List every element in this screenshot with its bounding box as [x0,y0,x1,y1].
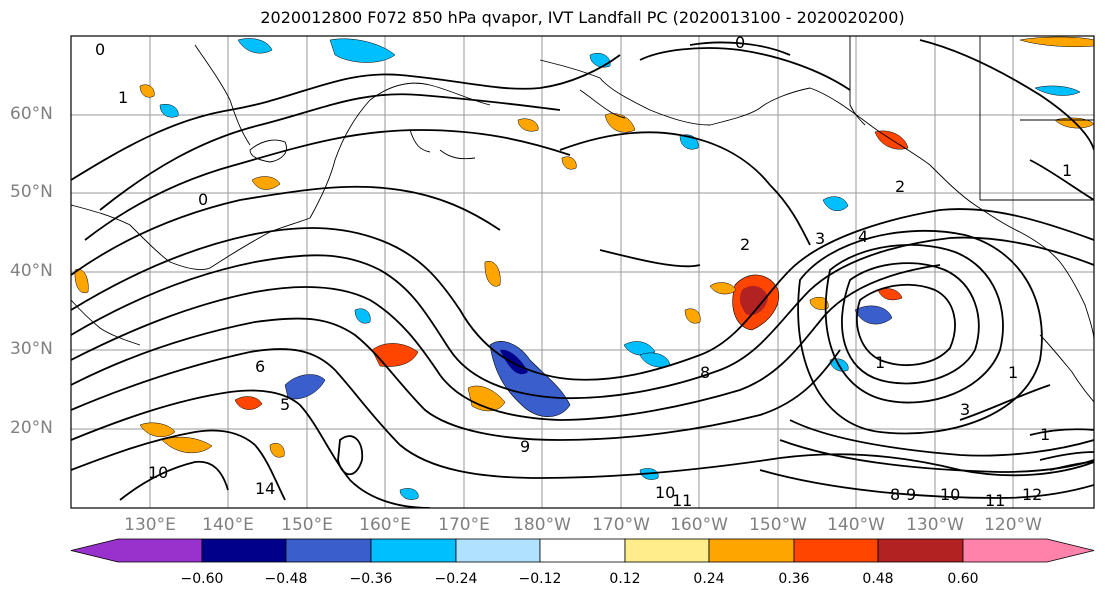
lat-label-30n: 30°N [10,339,53,359]
plot-frame [70,35,1095,509]
colorbar-tick-label: −0.12 [518,571,562,587]
lat-label-60n: 60°N [10,104,53,124]
lon-label: 130°E [124,515,176,535]
lon-label: 160°W [670,515,728,535]
lat-label-50n: 50°N [10,182,53,202]
lon-label: 130°W [906,515,964,535]
map-title: 2020012800 F072 850 hPa qvapor, IVT Land… [260,8,905,27]
colorbar-tick-label: 0.60 [947,571,979,587]
contour-label: 6 [255,357,265,376]
colorbar-segment [70,538,203,563]
contour-label: 8 [700,363,710,382]
contour-label: 3 [815,229,825,248]
colorbar-segment [539,538,626,563]
colorbar-segment [793,538,879,563]
lon-label: 150°E [281,515,333,535]
lon-label: 120°W [984,515,1042,535]
colorbar [70,538,1095,563]
contour-label: 10 [148,463,168,482]
contour-label: 5 [280,395,290,414]
contour-label: 2 [740,235,750,254]
contour-label: 1 [118,88,128,107]
colorbar-tick-label: 0.24 [693,571,725,587]
colorbar-tick-label: −0.36 [349,571,393,587]
contour-label: 10 [940,485,960,504]
lon-label: 140°E [202,515,254,535]
lon-label: 170°E [438,515,490,535]
contour-label: 14 [255,479,275,498]
lat-label-40n: 40°N [10,261,53,281]
lon-label: 150°W [749,515,807,535]
coastlines [71,36,1094,403]
ivt-contours [71,39,1094,508]
contour-label: 11 [672,491,692,510]
contour-label: 9 [520,437,530,456]
lon-label: 160°E [359,515,411,535]
lon-label: 170°W [592,515,650,535]
contour-label: 0 [95,40,105,59]
colorbar-tick-label: −0.60 [180,571,224,587]
contour-label: 1 [1062,161,1072,180]
contour-label: 12 [1022,485,1042,504]
contour-label: 10 [655,483,675,502]
lon-label: 140°W [827,515,885,535]
contour-label: 3 [960,400,970,419]
contour-label: 9 [906,485,916,504]
colorbar-tick-label: 0.12 [609,571,641,587]
contour-label: 1 [875,353,885,372]
colorbar-segment [962,538,1095,563]
colorbar-tick-label: 0.36 [778,571,810,587]
contour-label: 1 [1008,363,1018,382]
contour-label: 11 [985,491,1005,510]
colorbar-tick-label: −0.24 [434,571,478,587]
colorbar-segment [455,538,541,563]
contour-label: 0 [735,33,745,52]
colorbar-segment [708,538,795,563]
contour-label: 4 [858,227,868,246]
colorbar-segment [877,538,964,563]
colorbar-segment [370,538,457,563]
colorbar-segment [201,538,287,563]
lat-label-20n: 20°N [10,418,53,438]
contour-label: 0 [198,190,208,209]
contour-label: 2 [895,177,905,196]
contour-label: 1 [1040,425,1050,444]
contour-label: 8 [890,485,900,504]
contour-labels: 0 0 1 1 2 2 3 4 6 5 8 9 10 10 10 11 11 1… [95,33,1072,510]
colorbar-segment [624,538,710,563]
colorbar-tick-label: −0.48 [264,571,308,587]
lon-label: 180°W [513,515,571,535]
colorbar-tick-label: 0.48 [862,571,894,587]
colorbar-segment [285,538,372,563]
